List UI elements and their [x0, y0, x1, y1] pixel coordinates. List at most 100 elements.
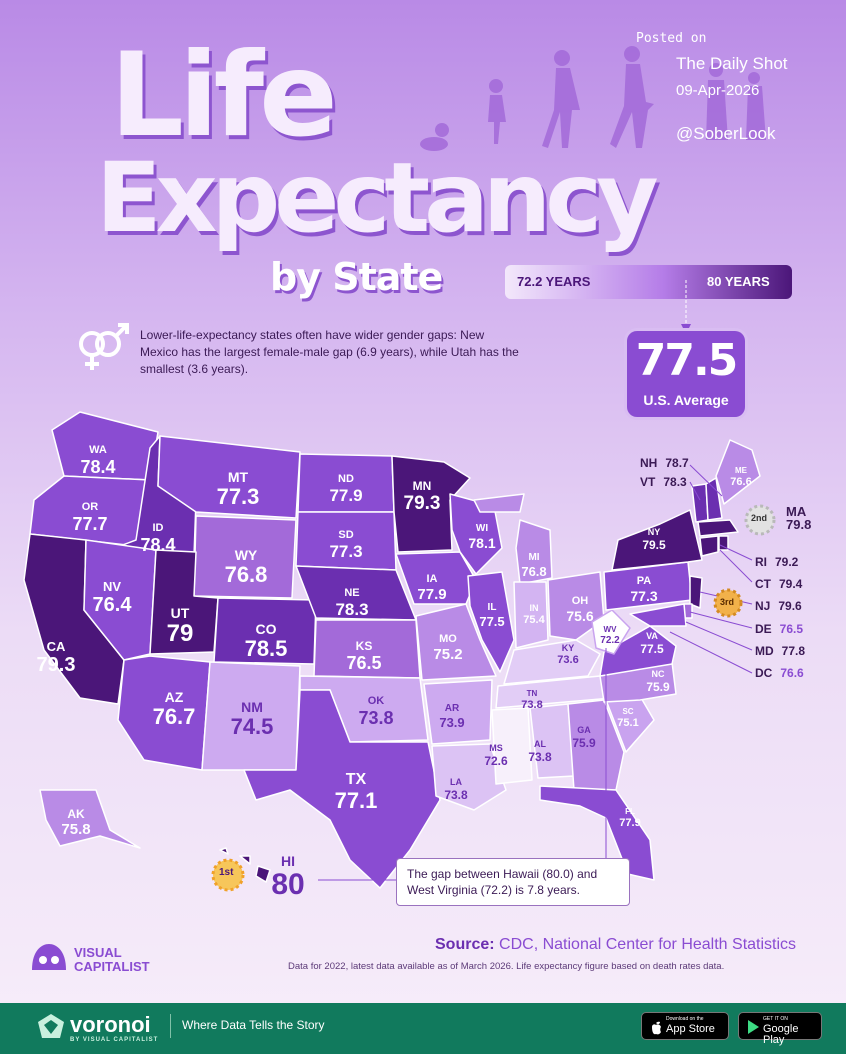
- state-abbr: NH: [640, 456, 658, 470]
- state-label-ct: CT 79.4: [755, 578, 825, 590]
- source-text: CDC, National Center for Health Statisti…: [499, 936, 797, 953]
- state-abbr: NV: [102, 579, 122, 594]
- state-label-nm: NM 74.5: [212, 700, 292, 738]
- rank-badge-3: [713, 588, 743, 618]
- state-value: 77.7: [72, 514, 108, 534]
- state-label-il: IL 77.5: [452, 603, 532, 629]
- state-abbr: NM: [241, 699, 263, 715]
- state-abbr: KS: [355, 639, 373, 653]
- state-nh: [705, 477, 723, 521]
- state-value: 74.5: [230, 714, 274, 739]
- app-store-button[interactable]: Download on the App Store: [641, 1012, 729, 1040]
- rank-first-text: 1st: [219, 867, 234, 878]
- state-abbr: DE: [755, 622, 772, 636]
- state-abbr: GA: [577, 725, 591, 735]
- state-label-ms: MS 72.6: [456, 743, 536, 768]
- state-abbr: OR: [81, 501, 99, 513]
- state-label-ga: GA 75.9: [544, 725, 624, 750]
- google-play-label: Google Play: [763, 1023, 799, 1046]
- state-value: 76.6: [730, 476, 752, 488]
- state-label-pa: PA 77.3: [604, 576, 684, 604]
- state-label-sc: SC 75.1: [588, 708, 668, 729]
- state-value: 76.7: [152, 704, 196, 729]
- state-ar: [423, 679, 493, 745]
- state-value: 72.2: [600, 635, 620, 646]
- voronoi-wordmark: voronoi: [70, 1012, 151, 1037]
- us-choropleth-map: [23, 411, 776, 892]
- us-average-box: 77.5 U.S. Average: [627, 331, 745, 417]
- state-abbr: DC: [755, 666, 773, 680]
- state-abbr: VA: [646, 631, 658, 641]
- hawaii-wv-callout: The gap between Hawaii (80.0) and West V…: [396, 858, 630, 906]
- apple-icon: [652, 1021, 661, 1035]
- state-label-or: OR 77.7: [50, 501, 130, 534]
- state-abbr: IN: [529, 603, 539, 613]
- state-abbr: UT: [170, 605, 190, 621]
- state-value: 75.1: [617, 717, 639, 729]
- state-nv: [83, 539, 157, 661]
- state-value: 79: [166, 620, 194, 647]
- state-label-al: AL 73.8: [500, 740, 580, 764]
- state-label-sd: SD 77.3: [306, 530, 386, 561]
- state-label-ar: AR 73.9: [412, 704, 492, 730]
- state-label-ma: MA 79.8: [786, 505, 826, 531]
- state-value: 75.8: [61, 821, 91, 838]
- state-label-ri: RI 79.2: [755, 556, 825, 568]
- state-abbr: WI: [475, 523, 489, 534]
- state-label-tx: TX 77.1: [316, 772, 396, 812]
- state-value: 77.8: [781, 644, 806, 658]
- source-line: Source: CDC, National Center for Health …: [435, 937, 796, 953]
- title-line-3: by State: [270, 255, 443, 299]
- state-mo: [415, 603, 497, 681]
- state-value: 79.5: [642, 538, 666, 552]
- state-ma: [697, 519, 739, 537]
- life-stages-silhouettes: [420, 46, 766, 151]
- state-md: [629, 603, 687, 627]
- state-value: 75.4: [523, 614, 545, 626]
- state-mi: [473, 493, 553, 585]
- state-label-mi: MI 76.8: [494, 552, 574, 579]
- state-abbr: MA: [786, 504, 807, 519]
- state-label-ne: NE 78.3: [312, 588, 392, 619]
- state-value: 75.2: [433, 646, 463, 663]
- state-value: 78.5: [244, 636, 288, 661]
- google-play-button[interactable]: GET IT ON Google Play: [738, 1012, 822, 1046]
- gender-symbols-icon: [79, 323, 129, 370]
- state-abbr: TX: [345, 771, 367, 788]
- state-abbr: MS: [489, 743, 503, 753]
- state-label-md: MD 77.8: [755, 645, 825, 657]
- google-play-small: GET IT ON: [763, 1016, 788, 1022]
- state-value: 77.9: [619, 817, 641, 829]
- state-la: [431, 743, 507, 811]
- state-abbr: AZ: [164, 689, 184, 705]
- state-label-ok: OK 73.8: [336, 696, 416, 728]
- state-value: 78.4: [80, 457, 116, 477]
- state-label-fl: FL 77.9: [590, 808, 670, 829]
- state-value: 80: [271, 868, 305, 901]
- voronoi-sub: BY VISUAL CAPITALIST: [70, 1037, 159, 1043]
- state-abbr: AK: [67, 807, 85, 821]
- state-value: 77.1: [334, 788, 378, 813]
- state-ri: [718, 535, 729, 551]
- footer-divider: [170, 1014, 171, 1038]
- posted-label: Posted on: [636, 31, 707, 46]
- state-value: 79.4: [779, 577, 803, 591]
- state-label-nd: ND 77.9: [306, 474, 386, 505]
- state-abbr: ID: [152, 522, 164, 534]
- state-wv: [591, 609, 631, 655]
- state-value: 76.5: [779, 622, 804, 636]
- rank-badge-1: [211, 858, 245, 892]
- app-store-small: Download on the: [666, 1016, 704, 1022]
- state-ct: [699, 535, 719, 557]
- state-abbr: WA: [89, 444, 107, 456]
- state-value: 79.3: [403, 493, 441, 514]
- state-label-nv: NV 76.4: [72, 580, 152, 615]
- footnote: Data for 2022, latest data available as …: [288, 961, 725, 972]
- state-abbr: MI: [528, 552, 540, 563]
- state-label-ut: UT 79: [140, 606, 220, 646]
- state-il: [467, 571, 515, 673]
- state-abbr: SC: [622, 707, 634, 716]
- state-abbr: OH: [571, 595, 589, 607]
- state-label-nh: NH 78.7: [640, 457, 710, 469]
